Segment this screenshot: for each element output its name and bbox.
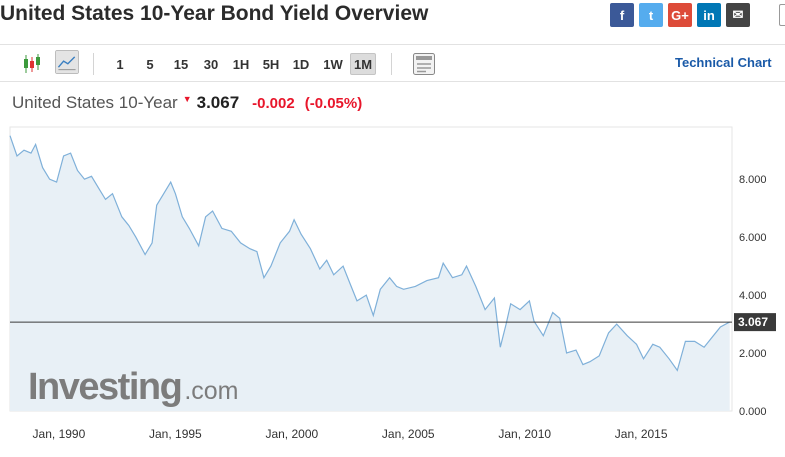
panel-icon[interactable]: [412, 52, 436, 76]
interval-30-button[interactable]: 30: [203, 56, 219, 72]
interval-1d-button[interactable]: 1D: [292, 56, 310, 72]
technical-chart-link[interactable]: Technical Chart: [675, 55, 772, 70]
x-tick-label: Jan, 2000: [265, 427, 318, 441]
current-value-label: 3.067: [738, 315, 768, 329]
investing-logo: Investing .com: [28, 366, 239, 408]
last-price: 3.067: [196, 93, 240, 112]
y-tick-label: 0.000: [739, 406, 767, 418]
x-tick-label: Jan, 2010: [498, 427, 551, 441]
interval-15-button[interactable]: 15: [173, 56, 189, 72]
interval-1m-button[interactable]: 1M: [350, 53, 376, 75]
twitter-icon[interactable]: t: [639, 3, 663, 27]
price-change: -0.002: [252, 95, 295, 112]
down-arrow-icon: ▼: [182, 94, 192, 104]
area-chart-icon[interactable]: [53, 50, 81, 74]
current-value-tag: [734, 313, 776, 332]
interval-5h-button[interactable]: 5H: [262, 56, 280, 72]
interval-5-button[interactable]: 5: [146, 56, 154, 72]
google-plus-icon[interactable]: G+: [668, 3, 692, 27]
y-tick-label: 2.000: [739, 348, 767, 360]
y-tick-label: 6.000: [739, 232, 767, 244]
interval-1h-button[interactable]: 1H: [232, 56, 250, 72]
candlestick-icon[interactable]: [20, 52, 44, 76]
x-tick-label: Jan, 1990: [33, 427, 86, 441]
facebook-icon[interactable]: f: [610, 3, 634, 27]
linkedin-icon[interactable]: in: [697, 3, 721, 27]
x-tick-label: Jan, 2005: [382, 427, 435, 441]
yield-area-fill: [10, 135, 730, 411]
y-tick-label: 4.000: [739, 290, 767, 302]
y-tick-label: 8.000: [739, 174, 767, 186]
price-change-percent: (-0.05%): [304, 95, 363, 112]
interval-1w-button[interactable]: 1W: [323, 56, 343, 72]
more-share-icon[interactable]: [779, 4, 785, 26]
chart-toolbar: 1 5 15 30 1H 5H 1D 1W 1M Technical Chart: [0, 44, 785, 82]
social-share-bar: f t G+ in ✉: [610, 3, 750, 27]
interval-1-button[interactable]: 1: [116, 56, 124, 72]
quote-summary: United States 10-Year ▼ 3.067 -0.002 (-0…: [12, 93, 362, 113]
x-tick-label: Jan, 2015: [615, 427, 668, 441]
email-icon[interactable]: ✉: [726, 3, 750, 27]
instrument-name: United States 10-Year: [12, 93, 178, 112]
page-title: United States 10-Year Bond Yield Overvie…: [0, 2, 429, 25]
x-tick-label: Jan, 1995: [149, 427, 202, 441]
yield-series-line: [9, 135, 730, 372]
